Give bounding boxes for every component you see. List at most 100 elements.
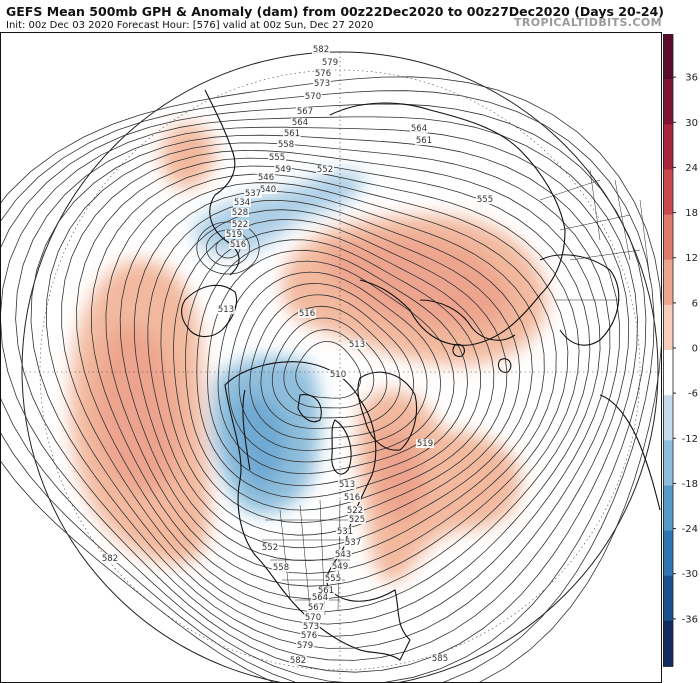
contour-label-bg bbox=[334, 550, 352, 559]
contour-label-bg bbox=[274, 165, 292, 174]
contour-label: 552 bbox=[317, 165, 333, 175]
contour-label: 516 bbox=[230, 240, 246, 250]
height-contour-line bbox=[185, 228, 495, 511]
height-contour-line bbox=[15, 126, 630, 661]
contour-label: 525 bbox=[349, 515, 365, 525]
colorbar-swatch bbox=[663, 169, 673, 216]
contour-label: 558 bbox=[273, 563, 289, 573]
height-contour-line bbox=[45, 142, 611, 637]
contour-label-bg bbox=[344, 538, 362, 547]
contour-label: 552 bbox=[262, 543, 278, 553]
height-contour-line bbox=[0, 116, 638, 673]
contour-label: 537 bbox=[345, 538, 361, 548]
height-contour-line bbox=[61, 149, 601, 625]
contour-label-bg bbox=[346, 506, 364, 515]
colorbar-tick-label: 0 bbox=[692, 344, 698, 355]
map-subtitle: Init: 00z Dec 03 2020 Forecast Hour: [57… bbox=[6, 20, 374, 31]
map-title: GEFS Mean 500mb GPH & Anomaly (dam) from… bbox=[6, 4, 664, 19]
contour-label-bg bbox=[338, 480, 356, 489]
contour-label: 558 bbox=[278, 140, 294, 150]
contour-label-bg bbox=[476, 195, 494, 204]
colorbar-swatch bbox=[663, 350, 673, 396]
contour-label: 561 bbox=[284, 129, 300, 139]
contour-label: 561 bbox=[416, 136, 432, 146]
contour-label-bg bbox=[312, 45, 330, 54]
contour-label-bg bbox=[296, 107, 314, 116]
contour-label-bg bbox=[431, 654, 449, 663]
colorbar-swatch bbox=[663, 530, 673, 577]
colorbar-tick-label: 6 bbox=[692, 298, 698, 309]
contour-label: 543 bbox=[335, 550, 351, 560]
contour-label-bg bbox=[257, 173, 275, 182]
height-contour-line bbox=[160, 209, 521, 536]
contour-label-bg bbox=[415, 136, 433, 145]
contour-label-bg bbox=[300, 631, 318, 640]
contour-label: 534 bbox=[234, 198, 250, 208]
contour-label: 579 bbox=[297, 641, 313, 651]
contour-label-bg bbox=[217, 305, 235, 314]
height-contour-line bbox=[0, 76, 662, 683]
height-contour-line bbox=[238, 282, 428, 451]
contour-label: 513 bbox=[349, 340, 365, 350]
contour-label: 537 bbox=[245, 189, 261, 199]
contour-label-bg bbox=[314, 69, 332, 78]
colorbar-swatch bbox=[663, 485, 673, 532]
contour-label-bg bbox=[298, 309, 316, 318]
height-contour-line bbox=[105, 173, 569, 587]
colorbar-tick-label: -30 bbox=[682, 569, 698, 580]
contour-label: 585 bbox=[432, 654, 448, 664]
contour-label-bg bbox=[225, 230, 243, 239]
contour-label-bg bbox=[313, 79, 331, 88]
contour-label-bg bbox=[259, 185, 277, 194]
contour-label-bg bbox=[321, 58, 339, 67]
contour-label-bg bbox=[302, 622, 320, 631]
contour-label: 573 bbox=[303, 622, 319, 632]
contour-label: 519 bbox=[226, 230, 242, 240]
contour-label: 531 bbox=[337, 527, 353, 537]
coastlines bbox=[181, 89, 661, 661]
site-brand: TROPICALTIDBITS.COM bbox=[513, 16, 662, 29]
colorbar-tick-label: 12 bbox=[685, 253, 698, 264]
contour-label: 516 bbox=[299, 309, 315, 319]
contour-label-bg bbox=[331, 562, 349, 571]
contour-label-bg bbox=[233, 198, 251, 207]
contour-label: 510 bbox=[330, 370, 346, 380]
colorbar-swatch bbox=[663, 575, 673, 622]
contour-label-bg bbox=[244, 189, 262, 198]
contour-label: 582 bbox=[102, 554, 118, 564]
contour-label: 528 bbox=[232, 208, 248, 218]
colorbar-swatch bbox=[663, 214, 673, 261]
closed-low-contour bbox=[196, 221, 260, 275]
contour-label: 522 bbox=[232, 220, 248, 230]
colorbar-frame bbox=[663, 34, 674, 667]
contour-label: 564 bbox=[312, 593, 328, 603]
contour-label: 549 bbox=[332, 562, 348, 572]
contour-label: 567 bbox=[308, 603, 324, 613]
contour-label-bg bbox=[307, 603, 325, 612]
contour-label: 513 bbox=[218, 305, 234, 315]
height-contour-line bbox=[283, 329, 375, 409]
height-contour-line bbox=[0, 103, 647, 683]
contour-label-bg bbox=[311, 593, 329, 602]
contour-label: 570 bbox=[305, 92, 321, 102]
colorbar-swatch bbox=[663, 620, 673, 667]
contour-label-bg bbox=[416, 439, 434, 448]
colorbar-tick-label: -36 bbox=[682, 614, 698, 625]
contour-label-bg bbox=[101, 554, 119, 563]
height-contour-line bbox=[0, 90, 655, 683]
contour-label-bg bbox=[268, 153, 286, 162]
contour-label-bg bbox=[229, 240, 247, 249]
political-borders bbox=[262, 169, 651, 616]
contour-label-bg bbox=[316, 165, 334, 174]
contour-label-bg bbox=[304, 92, 322, 101]
anomaly-colorbar: 36 30 24 18 12 6 0 -6 -12 -18 -24 -30 -36 bbox=[663, 34, 698, 667]
colorbar-swatch bbox=[663, 34, 673, 80]
colorbar-swatch bbox=[663, 259, 673, 306]
colorbar-swatch bbox=[663, 440, 673, 486]
contour-label: 570 bbox=[305, 613, 321, 623]
contour-label: 576 bbox=[315, 69, 331, 79]
contour-label-bg bbox=[317, 586, 335, 595]
contour-label-bg bbox=[410, 124, 428, 133]
contour-label-bg bbox=[231, 208, 249, 217]
